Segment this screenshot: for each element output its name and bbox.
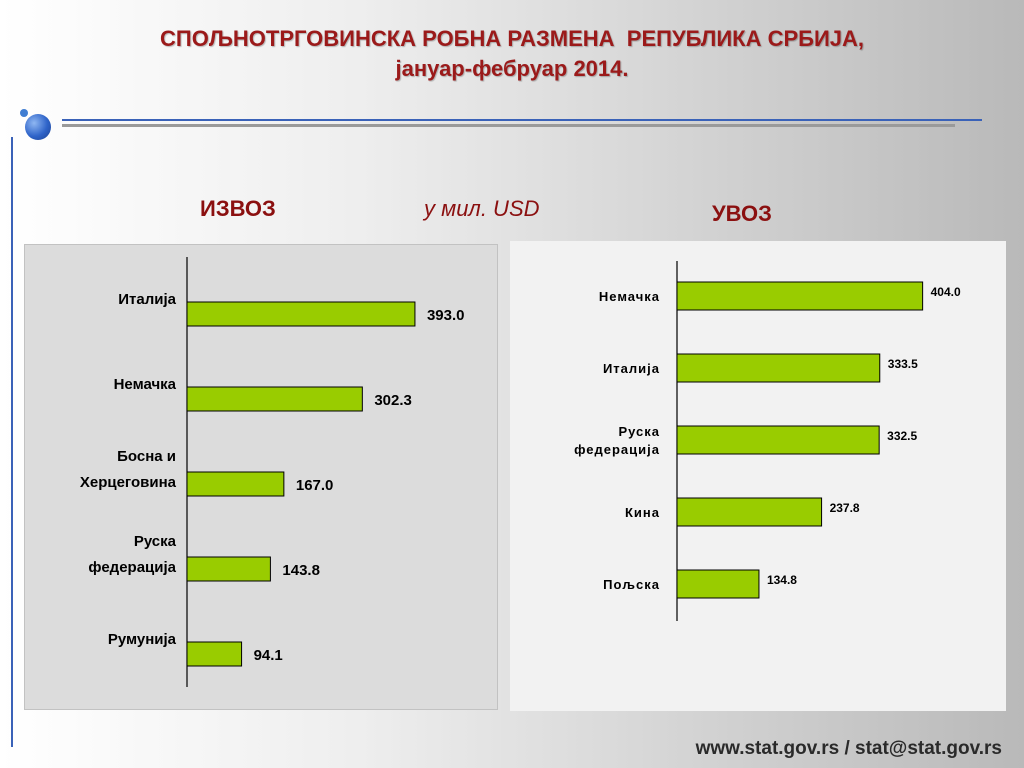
bar xyxy=(186,641,243,667)
slide-title: СПОЉНОТРГОВИНСКА РОБНА РАЗМЕНА РЕПУБЛИКА… xyxy=(0,24,1024,84)
value-label: 134.8 xyxy=(767,573,797,587)
header-rule-grey xyxy=(62,124,955,127)
bar xyxy=(186,386,363,412)
value-label: 333.5 xyxy=(888,357,918,371)
value-label: 167.0 xyxy=(296,477,334,494)
decorative-dot-small xyxy=(20,109,28,117)
category-label: Румунија xyxy=(108,631,177,648)
bar xyxy=(186,301,416,327)
category-label: Кина xyxy=(625,505,660,520)
slide-title-line-1: СПОЉНОТРГОВИНСКА РОБНА РАЗМЕНА РЕПУБЛИКА… xyxy=(160,26,864,51)
export-chart-panel: 393.0 Италија 302.3 Немачка 167.0 Босна и Херц… xyxy=(24,244,498,710)
category-label: Италија xyxy=(118,291,176,308)
import-chart-panel: 404.0 Немачка 333.5 Италија 332.5 Руска федера… xyxy=(510,241,1006,711)
slide-title-line-2: јануар-фебруар 2014. xyxy=(395,56,629,81)
left-vertical-rule xyxy=(11,137,13,747)
bar xyxy=(186,556,271,582)
category-label: Немачка xyxy=(114,376,177,393)
footer-website: www.stat.gov.rs / stat@stat.gov.rs xyxy=(695,738,1002,759)
decorative-dot-large xyxy=(25,114,51,140)
value-label: 94.1 xyxy=(254,647,283,664)
category-label: Италија xyxy=(603,361,660,376)
category-label: федерација xyxy=(574,442,660,457)
bar xyxy=(676,569,760,599)
value-label: 393.0 xyxy=(427,307,465,324)
value-label: 237.8 xyxy=(830,501,860,515)
value-label: 332.5 xyxy=(887,429,917,443)
value-label: 302.3 xyxy=(374,392,412,409)
category-label: Босна и xyxy=(117,448,176,465)
bar xyxy=(676,425,880,455)
bar xyxy=(186,471,285,497)
bar xyxy=(676,497,823,527)
bar xyxy=(676,281,924,311)
category-label: Руска xyxy=(618,424,660,439)
export-chart: 393.0 Италија 302.3 Немачка 167.0 Босна и Херц… xyxy=(80,257,465,687)
export-heading: ИЗВОЗ xyxy=(200,196,276,221)
unit-label: у мил. USD xyxy=(424,196,540,221)
category-label: Херцеговина xyxy=(80,474,177,491)
import-heading: УВОЗ xyxy=(712,201,772,226)
category-label: Немачка xyxy=(599,289,660,304)
value-label: 404.0 xyxy=(931,285,961,299)
bar xyxy=(676,353,881,383)
import-chart: 404.0 Немачка 333.5 Италија 332.5 Руска федера… xyxy=(574,261,961,621)
header-rule-blue xyxy=(62,119,982,121)
category-label: федерација xyxy=(88,559,176,576)
value-label: 143.8 xyxy=(282,562,320,579)
category-label: Руска xyxy=(134,533,177,550)
category-label: Пољска xyxy=(603,577,660,592)
